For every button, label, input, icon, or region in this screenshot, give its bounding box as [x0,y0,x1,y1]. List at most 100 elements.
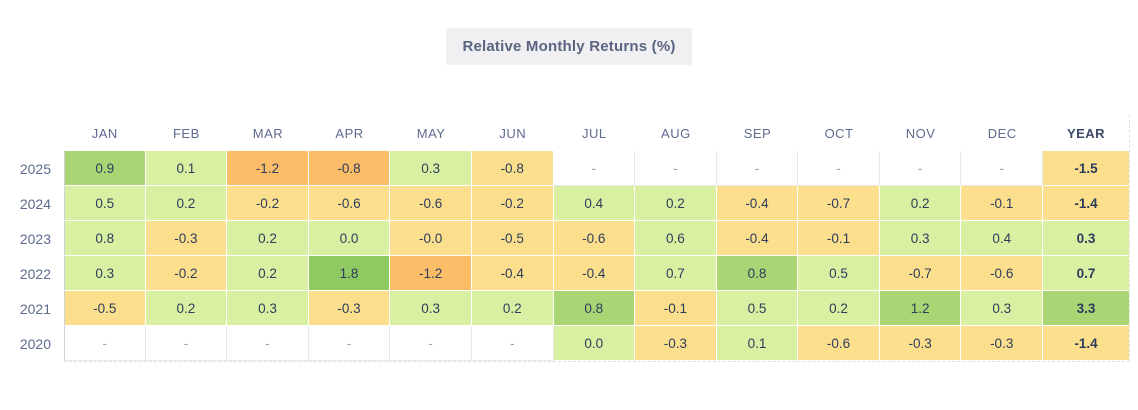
cell-2022-nov: -0.7 [879,256,962,291]
cell-2024-nov: 0.2 [879,186,962,221]
row-label-2024: 2024 [19,195,51,212]
cell-2021-jan: -0.5 [64,291,146,326]
cell-2021-year: 3.3 [1043,291,1129,326]
cell-2023-may: -0.0 [390,221,472,256]
cell-2022-mar: 0.2 [227,256,309,291]
cell-2025-nov: - [879,151,962,186]
cell-2021-dec: 0.3 [961,291,1043,326]
cell-2025-dec: - [961,151,1043,186]
cell-2020-oct: -0.6 [798,326,880,361]
cell-2025-jun: -0.8 [471,151,554,186]
cell-2023-feb: -0.3 [145,221,228,256]
cell-2022-jan: 0.3 [64,256,146,291]
cell-2023-nov: 0.3 [879,221,962,256]
cell-2021-jun: 0.2 [471,291,554,326]
title-container: Relative Monthly Returns (%) [0,28,1138,65]
cell-2022-jul: -0.4 [553,256,636,291]
cell-2025-year: -1.5 [1043,151,1129,186]
cell-2024-may: -0.6 [390,186,472,221]
cell-2024-jun: -0.2 [471,186,554,221]
col-header-dec: DEC [987,125,1017,141]
col-header-jan: JAN [91,125,118,141]
cell-2023-jul: -0.6 [553,221,636,256]
col-header-mar: MAR [252,125,284,141]
col-header-may: MAY [416,125,446,141]
chart-title: Relative Monthly Returns (%) [446,28,692,65]
cell-2021-jul: 0.8 [553,291,636,326]
cell-2020-nov: -0.3 [879,326,962,361]
returns-grid: JAN FEB MAR APR MAY JUN JUL AUG SEP OCT NOV DEC YEAR… [64,115,1130,362]
col-header-nov: NOV [905,125,936,141]
col-header-aug: AUG [661,125,691,141]
cell-2020-year: -1.4 [1043,326,1129,361]
cell-2024-apr: -0.6 [308,186,391,221]
cell-2024-jan: 0.5 [64,186,146,221]
cell-2021-may: 0.3 [390,291,472,326]
cell-2023-jan: 0.8 [64,221,146,256]
cell-2020-sep: 0.1 [716,326,799,361]
cell-2020-may: - [390,326,472,361]
cell-2020-aug: -0.3 [635,326,717,361]
cell-2023-sep: -0.4 [716,221,799,256]
cell-2025-oct: - [798,151,880,186]
cell-2023-mar: 0.2 [227,221,309,256]
cell-2023-oct: -0.1 [798,221,880,256]
cell-2021-oct: 0.2 [798,291,880,326]
col-header-year: YEAR [1066,125,1106,141]
cell-2021-nov: 1.2 [879,291,962,326]
row-label-2020: 2020 [19,335,51,352]
cell-2020-dec: -0.3 [961,326,1043,361]
cell-2022-may: -1.2 [390,256,472,291]
cell-2023-jun: -0.5 [471,221,554,256]
cell-2024-dec: -0.1 [961,186,1043,221]
cell-2022-feb: -0.2 [145,256,228,291]
cell-2024-jul: 0.4 [553,186,636,221]
row-label-2022: 2022 [19,265,51,282]
cell-2021-feb: 0.2 [145,291,228,326]
col-header-sep: SEP [743,125,772,141]
header-spacer [0,115,64,151]
row-label-2023: 2023 [19,230,51,247]
col-header-oct: OCT [824,125,854,141]
cell-2021-sep: 0.5 [716,291,799,326]
cell-2022-oct: 0.5 [798,256,880,291]
col-header-jun: JUN [499,125,527,141]
cell-2020-feb: - [145,326,228,361]
cell-2020-jul: 0.0 [553,326,636,361]
cell-2025-jul: - [553,151,636,186]
cell-2021-apr: -0.3 [308,291,391,326]
cell-2025-feb: 0.1 [145,151,228,186]
cell-2025-aug: - [635,151,717,186]
cell-2022-aug: 0.7 [635,256,717,291]
col-header-feb: FEB [172,125,200,141]
cell-2022-jun: -0.4 [471,256,554,291]
year-label-column: 2025 2024 2023 2022 2021 2020 [0,115,64,362]
cell-2022-apr: 1.8 [308,256,391,291]
cell-2022-sep: 0.8 [716,256,799,291]
cell-2024-feb: 0.2 [145,186,228,221]
cell-2022-year: 0.7 [1043,256,1129,291]
cell-2024-aug: 0.2 [635,186,717,221]
row-label-2025: 2025 [19,160,51,177]
cell-2020-jan: - [64,326,146,361]
cell-2025-jan: 0.9 [64,151,146,186]
cell-2020-mar: - [227,326,309,361]
cell-2021-aug: -0.1 [635,291,717,326]
cell-2024-sep: -0.4 [716,186,799,221]
col-header-jul: JUL [581,125,607,141]
returns-table: 2025 2024 2023 2022 2021 2020 JAN FEB MAR APR MAY… [0,115,1138,362]
cell-2025-mar: -1.2 [227,151,309,186]
cell-2023-apr: 0.0 [308,221,391,256]
cell-2020-jun: - [471,326,554,361]
cell-2024-oct: -0.7 [798,186,880,221]
col-header-apr: APR [335,125,364,141]
row-label-2021: 2021 [19,300,51,317]
cell-2025-sep: - [716,151,799,186]
cell-2023-dec: 0.4 [961,221,1043,256]
cell-2023-year: 0.3 [1043,221,1129,256]
cell-2021-mar: 0.3 [227,291,309,326]
cell-2022-dec: -0.6 [961,256,1043,291]
cell-2025-apr: -0.8 [308,151,391,186]
cell-2024-mar: -0.2 [227,186,309,221]
cell-2024-year: -1.4 [1043,186,1129,221]
